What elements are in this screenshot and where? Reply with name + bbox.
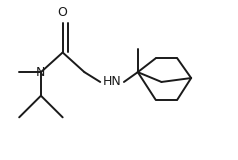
Text: N: N	[36, 66, 46, 79]
Text: O: O	[58, 6, 68, 19]
Text: HN: HN	[103, 76, 121, 88]
